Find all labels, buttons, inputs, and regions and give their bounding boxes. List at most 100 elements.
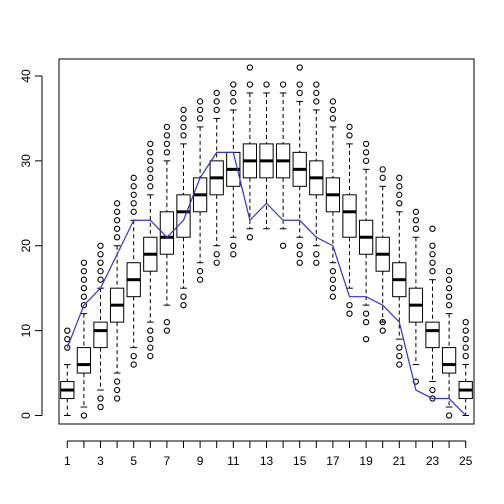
outlier-point bbox=[213, 106, 220, 114]
outlier-point bbox=[346, 310, 353, 317]
outlier-point bbox=[180, 302, 187, 309]
outlier-point bbox=[113, 217, 121, 224]
y-tick-label: 0 bbox=[19, 412, 33, 419]
outlier-point bbox=[329, 276, 337, 283]
outlier-point bbox=[396, 361, 403, 368]
outlier-point bbox=[163, 123, 171, 131]
x-tick-label: 11 bbox=[227, 454, 240, 468]
x-tick-label: 3 bbox=[97, 454, 104, 468]
outlier-point bbox=[412, 208, 420, 215]
outlier-point bbox=[97, 403, 104, 411]
outlier-point bbox=[313, 81, 320, 88]
box-23 bbox=[425, 225, 440, 402]
outlier-point bbox=[246, 234, 254, 241]
outlier-point bbox=[329, 268, 337, 275]
outlier-point bbox=[313, 251, 320, 258]
box-iqr bbox=[441, 347, 457, 374]
outlier-point bbox=[263, 81, 270, 88]
outlier-point bbox=[180, 115, 187, 122]
outlier-point bbox=[429, 225, 436, 232]
outlier-point bbox=[362, 335, 370, 343]
outlier-point bbox=[196, 268, 204, 275]
outlier-point bbox=[313, 89, 320, 97]
outlier-point bbox=[130, 352, 137, 360]
outlier-point bbox=[313, 98, 320, 105]
outlier-point bbox=[180, 132, 187, 139]
outlier-point bbox=[412, 217, 420, 224]
outlier-point bbox=[396, 191, 403, 198]
outlier-point bbox=[180, 293, 187, 300]
outlier-point bbox=[296, 89, 303, 97]
outlier-point bbox=[130, 200, 137, 207]
outlier-point bbox=[97, 276, 104, 283]
outlier-point bbox=[296, 251, 303, 258]
box-iqr bbox=[76, 347, 92, 374]
outlier-point bbox=[462, 327, 469, 334]
outlier-point bbox=[147, 183, 154, 190]
box-25 bbox=[458, 318, 473, 417]
outlier-point bbox=[396, 200, 403, 207]
outlier-point bbox=[445, 276, 453, 283]
outlier-point bbox=[296, 81, 303, 88]
x-tick-label: 19 bbox=[359, 454, 373, 468]
outlier-point bbox=[329, 98, 337, 105]
outlier-point bbox=[362, 149, 370, 156]
outlier-point bbox=[230, 89, 237, 97]
outlier-point bbox=[113, 200, 121, 207]
outlier-point bbox=[362, 318, 370, 326]
box-15 bbox=[292, 64, 307, 266]
outlier-point bbox=[80, 302, 88, 309]
outlier-point bbox=[97, 242, 104, 249]
outlier-point bbox=[396, 174, 403, 181]
outlier-point bbox=[462, 335, 469, 343]
outlier-point bbox=[196, 115, 204, 122]
outlier-point bbox=[113, 225, 121, 232]
outlier-point bbox=[230, 242, 237, 249]
y-tick-label: 20 bbox=[19, 239, 33, 253]
plot-frame bbox=[58, 58, 475, 425]
outlier-point bbox=[362, 157, 370, 165]
box-24 bbox=[441, 268, 457, 419]
outlier-point bbox=[147, 157, 154, 165]
box-14 bbox=[275, 81, 291, 249]
y-axis: 0 10 20 30 40 bbox=[19, 69, 43, 419]
box-22 bbox=[408, 208, 424, 385]
outlier-point bbox=[213, 251, 220, 258]
trend-line bbox=[66, 151, 467, 416]
outlier-point bbox=[296, 64, 303, 71]
x-tick-label: 9 bbox=[197, 454, 204, 468]
box-18 bbox=[342, 123, 357, 317]
outlier-point bbox=[313, 259, 320, 266]
box-iqr bbox=[176, 194, 191, 238]
box-iqr bbox=[342, 194, 357, 238]
outlier-point bbox=[429, 242, 436, 249]
outlier-point bbox=[429, 251, 436, 258]
outlier-point bbox=[97, 251, 104, 258]
outlier-point bbox=[180, 123, 187, 131]
box-2 bbox=[76, 259, 92, 419]
outlier-point bbox=[396, 352, 403, 360]
outlier-point bbox=[163, 318, 171, 326]
outlier-point bbox=[329, 285, 337, 292]
box-10 bbox=[209, 89, 224, 266]
outlier-point bbox=[445, 285, 453, 292]
outlier-point bbox=[97, 395, 104, 402]
outlier-point bbox=[80, 285, 88, 292]
outlier-point bbox=[147, 140, 154, 148]
box-5 bbox=[126, 174, 141, 368]
outlier-point bbox=[113, 395, 121, 402]
outlier-point bbox=[113, 386, 121, 394]
outlier-point bbox=[64, 327, 71, 334]
outlier-point bbox=[80, 293, 88, 300]
outlier-point bbox=[97, 268, 104, 275]
outlier-point bbox=[196, 276, 204, 283]
outlier-point bbox=[180, 106, 187, 114]
x-tick-label: 5 bbox=[130, 454, 137, 468]
outlier-point bbox=[130, 208, 137, 215]
x-tick-label: 1 bbox=[64, 454, 71, 468]
outlier-point bbox=[130, 174, 137, 181]
outlier-point bbox=[147, 327, 154, 334]
outlier-point bbox=[396, 183, 403, 190]
box-iqr bbox=[425, 321, 440, 349]
